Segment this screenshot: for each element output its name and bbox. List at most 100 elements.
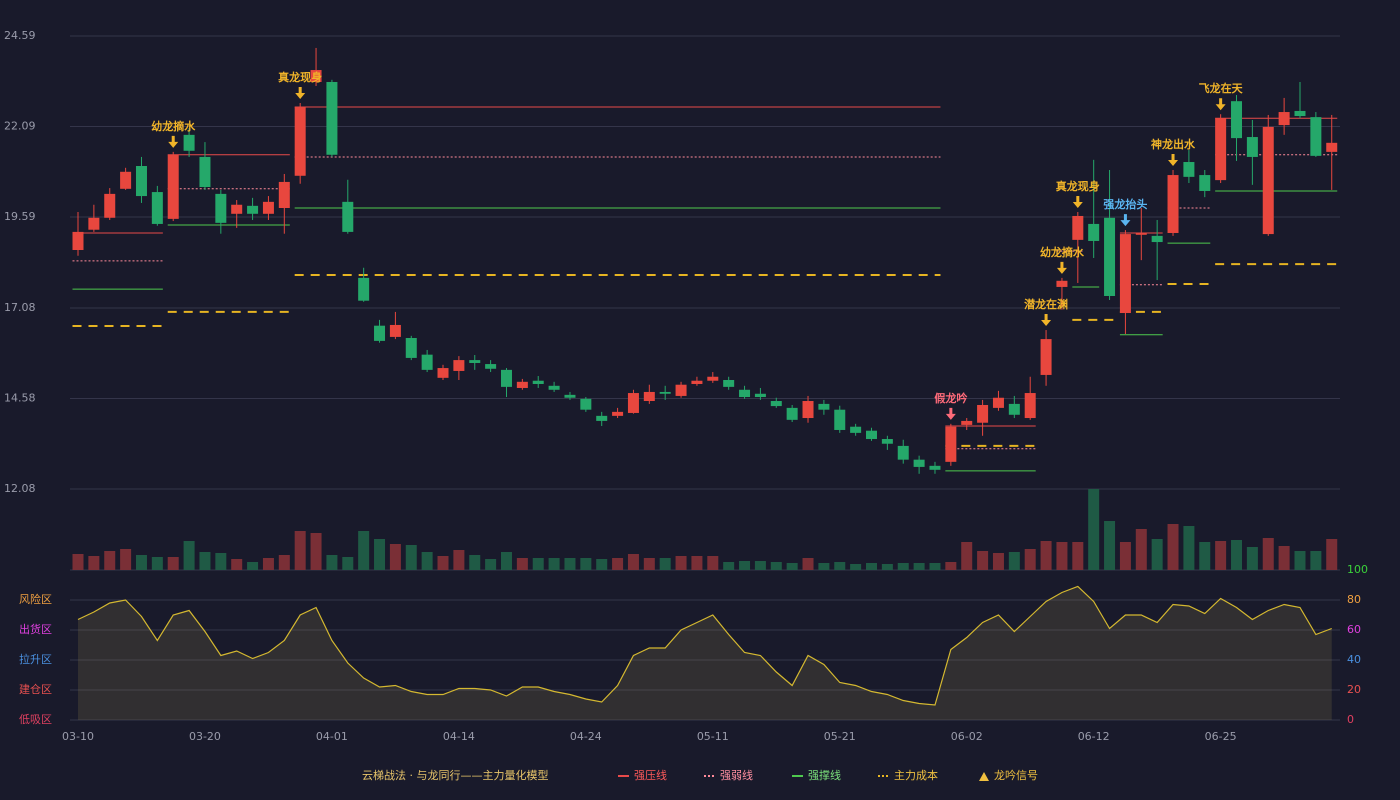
volume-bar <box>1151 539 1163 570</box>
volume-bar <box>120 549 132 570</box>
volume-bar <box>1104 521 1116 570</box>
candle-body <box>897 445 909 460</box>
candle-body <box>818 403 830 410</box>
volume-bar <box>881 564 893 570</box>
volume-bar <box>913 563 925 570</box>
volume-bar <box>1215 541 1227 570</box>
volume-bar <box>627 554 639 570</box>
candle-body <box>1326 142 1338 152</box>
candle-body <box>231 204 243 214</box>
volume-bar <box>977 551 989 570</box>
volume-bar <box>691 556 703 570</box>
volume-bar <box>929 563 941 570</box>
candle-body <box>1072 215 1084 240</box>
candle-body <box>977 404 989 423</box>
candle-body <box>469 360 481 363</box>
y2-tick-label: 60 <box>1347 623 1361 636</box>
x-tick-label: 04-24 <box>570 730 602 743</box>
candle-body <box>1008 403 1020 415</box>
candle-body <box>564 394 576 398</box>
candle-body <box>691 380 703 384</box>
signal-arrow <box>1072 195 1083 208</box>
y-tick-label: 17.08 <box>4 301 36 314</box>
legend-label: 龙吟信号 <box>994 768 1038 782</box>
x-tick-label: 05-11 <box>697 730 729 743</box>
candle-body <box>580 398 592 410</box>
legend-label: 强压线 <box>634 768 667 782</box>
candle-body <box>262 201 274 214</box>
candle-body <box>310 70 322 82</box>
volume-bar <box>1199 542 1211 570</box>
zone-label: 拉升区 <box>19 652 52 666</box>
candle-body <box>1183 162 1195 177</box>
candle-body <box>1040 339 1052 375</box>
volume-bar <box>1262 538 1274 570</box>
volume-bar <box>1072 542 1084 570</box>
candle-body <box>1294 110 1306 117</box>
zone-label: 低吸区 <box>19 713 52 726</box>
candle-body <box>1215 118 1227 181</box>
signal-arrow <box>295 86 306 99</box>
volume-bar <box>437 556 449 570</box>
candle-body <box>1151 235 1163 243</box>
candle-body <box>342 201 354 232</box>
volume-bar <box>88 556 100 570</box>
volume-bar <box>866 563 877 570</box>
candle-body <box>72 231 84 251</box>
legend-label: 主力成本 <box>894 768 938 782</box>
indicator-line <box>77 585 1332 706</box>
y-tick-label: 19.59 <box>4 210 36 223</box>
signal-arrow <box>1168 153 1179 166</box>
candle-body <box>643 391 655 402</box>
candle-body <box>1262 126 1274 235</box>
volume-bar <box>1278 546 1290 570</box>
candle-body <box>135 165 147 197</box>
volume-bar <box>421 552 433 570</box>
signal-label: 强龙抬头 <box>1103 197 1147 211</box>
volume-bar <box>564 558 576 570</box>
candle-body <box>754 393 766 398</box>
candle-body <box>881 439 893 444</box>
candle-body <box>485 364 497 369</box>
volume-bar <box>167 557 179 570</box>
signal-arrow <box>1041 314 1052 327</box>
volume-bar <box>326 555 338 570</box>
candle-body <box>326 81 338 155</box>
candle-body <box>548 385 560 390</box>
volume-bar <box>850 564 862 570</box>
volume-bar <box>945 562 957 570</box>
candle-body <box>1278 112 1290 126</box>
volume-bar <box>548 558 560 570</box>
volume-bar <box>358 531 370 570</box>
candle-body <box>532 380 544 384</box>
volume-bar <box>802 558 814 570</box>
candle-body <box>770 401 782 407</box>
candle-body <box>1246 137 1258 157</box>
volume-bar <box>294 531 306 570</box>
volume-bar <box>231 559 243 570</box>
candle-body <box>247 205 259 214</box>
legend-title: 云梯战法 · 与龙同行——主力量化模型 <box>362 768 549 782</box>
candle-body <box>88 217 100 230</box>
volume-bar <box>183 541 195 570</box>
y-tick-label: 12.08 <box>4 482 36 495</box>
volume-bar <box>374 539 386 570</box>
volume-bar <box>389 544 401 570</box>
volume-bar <box>199 552 211 570</box>
signal-label: 假龙吟 <box>934 391 967 405</box>
candle-body <box>500 369 512 387</box>
signal-label: 真龙现身 <box>1056 179 1100 193</box>
signal-arrow <box>1120 214 1131 227</box>
volume-bar <box>723 562 735 570</box>
volume-bar <box>1135 529 1147 570</box>
signal-label: 神龙出水 <box>1151 137 1196 151</box>
y2-tick-label: 80 <box>1347 593 1361 606</box>
volume-bar <box>1167 524 1179 570</box>
candle-body <box>945 426 957 462</box>
signal-label: 潜龙在渊 <box>1024 297 1068 311</box>
candle-body <box>834 409 846 430</box>
candle-body <box>929 465 941 470</box>
volume-bar <box>834 562 846 570</box>
legend-label: 强弱线 <box>720 768 753 782</box>
